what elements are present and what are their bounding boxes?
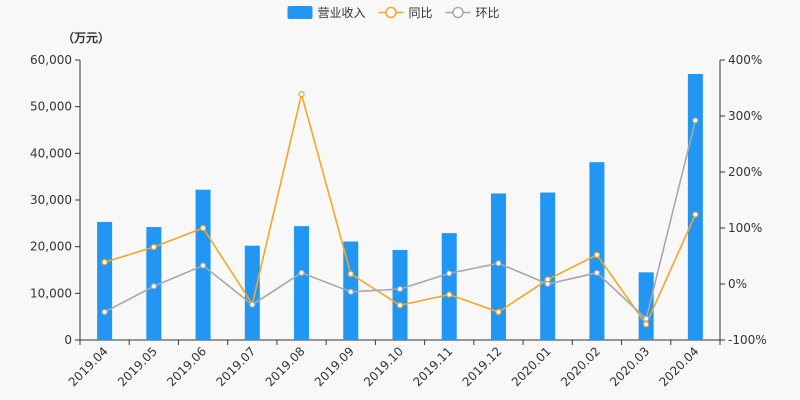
x-tick-label: 2020.02 — [558, 344, 603, 389]
line-point[interactable] — [593, 251, 601, 258]
left-tick-label: 0 — [64, 333, 72, 347]
line-series — [101, 91, 699, 328]
x-tick-label: 2020.03 — [607, 344, 652, 389]
legend-swatch — [287, 6, 313, 19]
x-tick-label: 2020.01 — [509, 344, 554, 389]
left-tick-label: 20,000 — [30, 240, 72, 254]
line-point[interactable] — [199, 262, 207, 269]
line-point[interactable] — [495, 308, 502, 316]
bar[interactable] — [244, 245, 260, 340]
legend-label: 同比 — [409, 6, 433, 20]
legend-item[interactable]: 营业收入 — [287, 6, 366, 20]
bar[interactable] — [392, 249, 408, 340]
unit-label: （万元） — [62, 30, 110, 45]
right-tick-label: 300% — [728, 109, 762, 123]
line-point[interactable] — [446, 291, 453, 298]
x-tick-label: 2019.04 — [66, 344, 111, 389]
right-tick-label: 200% — [728, 165, 762, 179]
legend-marker — [452, 6, 464, 19]
right-tick-label: 0% — [728, 277, 747, 291]
line-point[interactable] — [396, 285, 404, 293]
x-tick-label: 2019.12 — [460, 344, 505, 389]
line-point[interactable] — [101, 259, 108, 266]
x-tick-label: 2019.09 — [312, 344, 357, 389]
line-point[interactable] — [692, 211, 699, 218]
right-tick-label: -100% — [728, 333, 767, 347]
line-point[interactable] — [643, 321, 650, 328]
line-point[interactable] — [298, 269, 305, 276]
left-tick-label: 10,000 — [30, 286, 72, 300]
x-tick-label: 2020.04 — [657, 344, 702, 389]
bar[interactable] — [687, 74, 703, 340]
legend-marker — [385, 6, 397, 19]
left-tick-label: 40,000 — [30, 146, 72, 160]
legend-label: 环比 — [476, 6, 500, 20]
line-point[interactable] — [643, 315, 650, 322]
legend[interactable]: 营业收入 同比 环比 — [287, 6, 500, 20]
line-point[interactable] — [544, 280, 551, 288]
line-point[interactable] — [593, 269, 601, 276]
left-tick-label: 60,000 — [30, 53, 72, 67]
legend-item[interactable]: 同比 — [378, 6, 433, 20]
bar[interactable] — [294, 226, 310, 340]
line-point[interactable] — [298, 91, 305, 98]
x-tick-label: 2019.11 — [410, 344, 455, 389]
line-point[interactable] — [347, 288, 354, 295]
left-tick-label: 50,000 — [30, 100, 72, 114]
line-point[interactable] — [150, 243, 157, 251]
right-tick-label: 400% — [728, 53, 762, 67]
x-tick-label: 2019.06 — [164, 344, 209, 389]
legend-label: 营业收入 — [318, 6, 366, 20]
legend-item[interactable]: 环比 — [445, 6, 500, 20]
line-point[interactable] — [150, 283, 157, 290]
bar[interactable] — [589, 162, 605, 340]
line-point[interactable] — [249, 301, 256, 308]
x-tick-label: 2019.07 — [213, 344, 258, 389]
line-point[interactable] — [199, 224, 207, 232]
bar[interactable] — [638, 272, 654, 340]
line-point[interactable] — [495, 260, 502, 267]
x-tick-label: 2019.08 — [263, 344, 308, 389]
x-tick-label: 2019.05 — [115, 344, 160, 389]
left-tick-label: 30,000 — [30, 193, 72, 207]
bar[interactable] — [97, 221, 113, 340]
line-point[interactable] — [101, 308, 108, 316]
line-point[interactable] — [347, 270, 354, 278]
bar-series — [97, 74, 703, 340]
x-tick-label: 2019.10 — [361, 344, 406, 389]
bar[interactable] — [441, 233, 457, 340]
line-point[interactable] — [692, 117, 699, 124]
line-point[interactable] — [446, 270, 453, 277]
bar[interactable] — [540, 192, 556, 340]
bar[interactable] — [490, 193, 506, 340]
right-tick-label: 100% — [728, 221, 762, 235]
line-point[interactable] — [396, 302, 404, 309]
